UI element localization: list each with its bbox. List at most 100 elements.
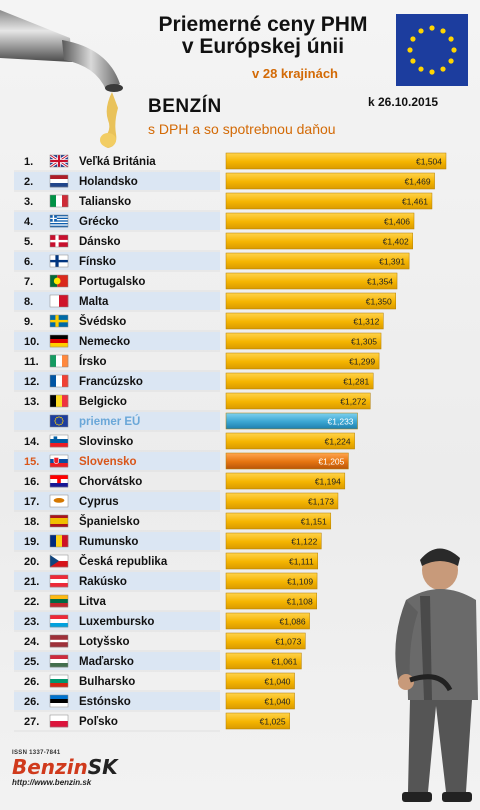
country-label: Cyprus — [79, 496, 119, 508]
price-bar — [225, 352, 380, 370]
rank-label: 6. — [24, 256, 33, 268]
price-value-label: €1,350 — [366, 297, 392, 307]
rank-label: 11. — [24, 356, 39, 368]
price-bar — [225, 652, 302, 670]
rank-label: 14. — [24, 436, 39, 448]
price-value-label: €1,391 — [379, 257, 405, 267]
chart-title-line1: Priemerné ceny PHM — [158, 13, 368, 36]
chart-row: 25. Maďarsko €1,061 — [14, 652, 302, 672]
price-value-label: €1,061 — [271, 657, 297, 667]
country-label: Estónsko — [79, 696, 131, 708]
country-label: Holandsko — [79, 176, 138, 188]
chart-row: 7. Portugalsko €1,354 — [14, 272, 398, 292]
rank-label: 3. — [24, 196, 33, 208]
chart-row: 27. Poľsko €1,025 — [14, 712, 290, 732]
spain-flag-icon — [49, 514, 69, 528]
country-label: Litva — [79, 596, 106, 608]
finland-flag-icon — [49, 254, 69, 268]
price-bar — [225, 372, 374, 390]
lithuania-flag-icon — [49, 594, 69, 608]
rank-label: 5. — [24, 236, 33, 248]
chart-row: 1. Veľká Británia €1,504 — [14, 152, 447, 172]
rank-label: 24. — [24, 636, 39, 648]
eu-star — [429, 69, 435, 75]
price-bar — [225, 472, 346, 490]
price-value-label: €1,086 — [280, 617, 306, 627]
price-bar — [225, 192, 433, 210]
country-label: Fínsko — [79, 256, 116, 268]
austria-flag-icon — [49, 574, 69, 588]
rank-label: 23. — [24, 616, 39, 628]
price-bar — [225, 212, 415, 230]
chart-row: 4. Grécko €1,406 — [14, 212, 415, 232]
price-value-label: €1,040 — [265, 677, 291, 687]
eu-flag-icon — [396, 14, 468, 86]
chart-row: 2. Holandsko €1,469 — [14, 172, 435, 192]
country-label: Portugalsko — [79, 276, 145, 288]
chart-row: 8. Malta €1,350 — [14, 292, 396, 312]
chart-row: 26. Estónsko €1,040 — [14, 692, 295, 712]
rank-label: 20. — [24, 556, 39, 568]
united-kingdom-flag-icon — [49, 153, 69, 169]
fuel-nozzle-icon — [0, 10, 123, 148]
price-value-label: €1,109 — [287, 577, 313, 587]
chart-row: 18. Španielsko €1,151 — [14, 512, 332, 532]
rank-label: 17. — [24, 496, 39, 508]
chart-row: 22. Litva €1,108 — [14, 592, 317, 612]
price-bar — [225, 312, 384, 330]
country-label: Chorvátsko — [79, 476, 142, 488]
chart-row: 11. Írsko €1,299 — [14, 352, 380, 372]
chart-row: 6. Fínsko €1,391 — [14, 252, 410, 272]
country-label: Bulharsko — [79, 676, 135, 688]
chart-row: 20. Česká republika €1,111 — [14, 552, 318, 572]
france-flag-icon — [49, 374, 69, 388]
price-bar — [225, 692, 295, 710]
date-label: k 26.10.2015 — [368, 95, 439, 109]
cyprus-flag-icon — [49, 494, 69, 508]
website-link[interactable]: http://www.benzin.sk — [12, 778, 92, 787]
price-bar — [225, 272, 398, 290]
price-value-label: €1,402 — [383, 237, 409, 247]
rank-label: 7. — [24, 276, 33, 288]
country-label: Belgicko — [79, 396, 127, 408]
fuel-type-heading: BENZÍN — [148, 96, 222, 117]
latvia-flag-icon — [49, 634, 69, 648]
eu-flag-icon — [49, 414, 69, 428]
chart-row: 24. Lotyšsko €1,073 — [14, 632, 306, 652]
row-stripe — [14, 252, 220, 270]
price-bar — [225, 412, 358, 430]
country-label: Česká republika — [79, 555, 168, 568]
rank-label: 8. — [24, 296, 33, 308]
price-bar — [225, 232, 413, 250]
price-bar — [225, 152, 447, 170]
rank-label: 1. — [24, 156, 33, 168]
country-label: Maďarsko — [79, 656, 134, 668]
price-value-label: €1,151 — [301, 517, 327, 527]
price-bar — [225, 452, 349, 470]
price-value-label: €1,354 — [367, 277, 393, 287]
rank-label: 25. — [24, 656, 39, 668]
price-value-label: €1,461 — [402, 197, 428, 207]
eu-star — [418, 28, 424, 34]
country-label: Slovensko — [79, 456, 137, 468]
country-label: Írsko — [79, 355, 107, 368]
chart-row: 17. Cyprus €1,173 — [14, 492, 339, 512]
rank-label: 9. — [24, 316, 33, 328]
price-value-label: €1,173 — [308, 497, 334, 507]
brand-name: BenzinSK — [12, 756, 118, 778]
netherlands-flag-icon — [49, 174, 69, 188]
eu-star — [440, 66, 446, 72]
rank-label: 4. — [24, 216, 33, 228]
luxembourg-flag-icon — [49, 614, 69, 628]
chart-row: 13. Belgicko €1,272 — [14, 392, 371, 412]
portugal-flag-icon — [49, 274, 69, 288]
price-bar — [225, 512, 332, 530]
price-value-label: €1,469 — [405, 177, 431, 187]
price-bar — [225, 552, 318, 570]
price-bar — [225, 672, 295, 690]
price-bar — [225, 532, 322, 550]
price-bar — [225, 172, 435, 190]
estonia-flag-icon — [49, 694, 69, 708]
rank-label: 26. — [24, 676, 39, 688]
price-value-label: €1,305 — [351, 337, 377, 347]
